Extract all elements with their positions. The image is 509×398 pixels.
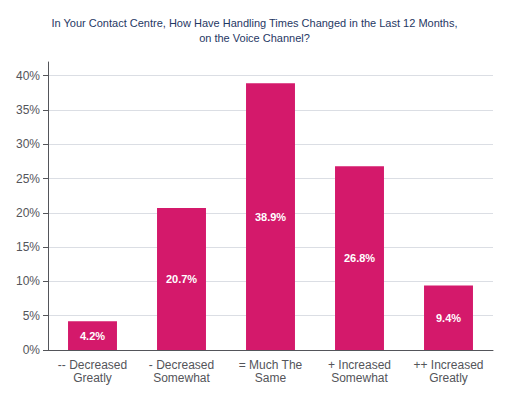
svg-text:30%: 30%: [16, 137, 40, 151]
svg-text:20.7%: 20.7%: [166, 273, 197, 285]
svg-text:4.2%: 4.2%: [80, 330, 105, 342]
svg-text:35%: 35%: [16, 103, 40, 117]
svg-text:38.9%: 38.9%: [255, 211, 286, 223]
svg-text:15%: 15%: [16, 240, 40, 254]
svg-text:In Your Contact Centre, How Ha: In Your Contact Centre, How Have Handlin…: [51, 17, 457, 29]
svg-text:Greatly: Greatly: [429, 371, 468, 385]
svg-text:Same: Same: [255, 371, 287, 385]
svg-text:26.8%: 26.8%: [344, 252, 375, 264]
svg-text:5%: 5%: [23, 309, 41, 323]
svg-text:on the Voice Channel?: on the Voice Channel?: [199, 32, 310, 44]
svg-text:0%: 0%: [23, 343, 41, 357]
svg-text:Somewhat: Somewhat: [153, 371, 210, 385]
svg-text:-- Decreased: -- Decreased: [58, 358, 127, 372]
svg-text:= Much The: = Much The: [239, 358, 303, 372]
svg-text:Greatly: Greatly: [73, 371, 112, 385]
svg-text:Somewhat: Somewhat: [331, 371, 388, 385]
svg-text:+ Increased: + Increased: [328, 358, 391, 372]
svg-text:++ Increased: ++ Increased: [413, 358, 483, 372]
svg-text:- Decreased: - Decreased: [149, 358, 214, 372]
svg-text:10%: 10%: [16, 274, 40, 288]
svg-text:20%: 20%: [16, 206, 40, 220]
svg-text:40%: 40%: [16, 69, 40, 83]
svg-text:25%: 25%: [16, 172, 40, 186]
svg-text:9.4%: 9.4%: [436, 312, 461, 324]
